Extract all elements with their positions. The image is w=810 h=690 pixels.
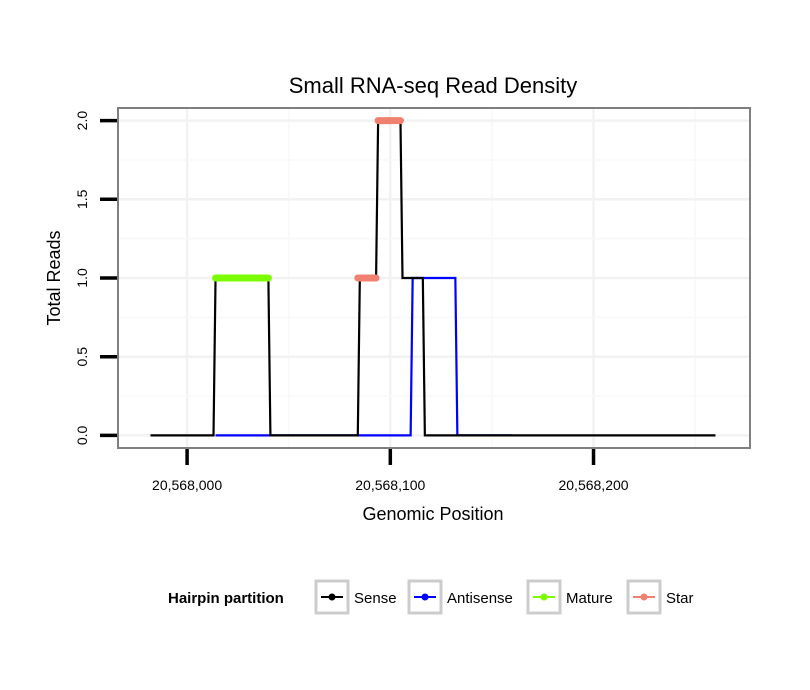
plot-border xyxy=(117,107,751,449)
y-tick-label: 0.5 xyxy=(74,347,90,367)
y-tick-label: 1.5 xyxy=(74,189,90,209)
x-tick-label: 20,568,000 xyxy=(152,477,222,493)
y-tick-label: 1.0 xyxy=(74,268,90,288)
y-tick-label: 2.0 xyxy=(74,111,90,131)
x-tick-label: 20,568,200 xyxy=(558,477,628,493)
legend-label: Sense xyxy=(354,590,397,607)
legend-key-dot xyxy=(421,593,429,601)
y-tick-label: 0.0 xyxy=(74,425,90,445)
series-layer xyxy=(150,117,716,437)
legend-label: Antisense xyxy=(447,590,513,607)
x-tick-label: 20,568,100 xyxy=(355,477,425,493)
legend-key-dot xyxy=(540,593,548,601)
y-axis-label: Total Reads xyxy=(44,230,64,325)
legend-label: Star xyxy=(666,590,694,607)
legend-title: Hairpin partition xyxy=(168,590,284,607)
legend-key-dot xyxy=(640,593,648,601)
chart-title: Small RNA-seq Read Density xyxy=(289,73,578,98)
axes-layer: 20,568,000 20,568,100 20,568,200 0.0 0.5 1.0 1… xyxy=(74,111,629,493)
legend-label: Mature xyxy=(566,590,613,607)
legend-key-dot xyxy=(328,593,336,601)
x-axis-label: Genomic Position xyxy=(362,504,503,524)
legend: Hairpin partition Sense Antisense Mature St… xyxy=(168,579,694,615)
